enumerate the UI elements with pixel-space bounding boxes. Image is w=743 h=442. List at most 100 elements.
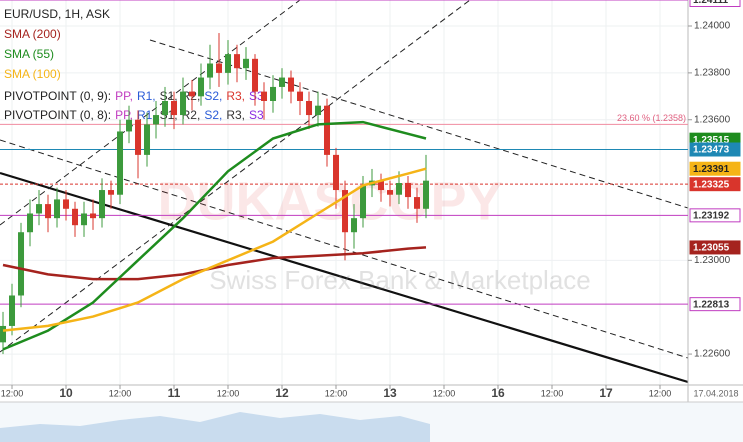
candle-body bbox=[153, 115, 160, 125]
y-tick-label: 1.23000 bbox=[694, 255, 731, 266]
price-badge-label: 1.23055 bbox=[693, 243, 730, 254]
candle-body bbox=[252, 58, 259, 92]
x-tick-label: 13 bbox=[383, 386, 397, 400]
candle-body bbox=[279, 77, 286, 87]
price-badge bbox=[689, 142, 741, 157]
price-badge-label: 1.22813 bbox=[693, 299, 730, 310]
pivot-item: S3 bbox=[249, 89, 264, 103]
legend-entry: SMA (100) bbox=[4, 67, 61, 81]
legend-title: EUR/USD, 1H, ASK bbox=[4, 7, 110, 21]
x-tick-label: 12:00 bbox=[541, 388, 564, 398]
date-label: 17.04.2018 bbox=[693, 388, 738, 398]
watermark-tagline: Swiss Forex Bank & Marketplace bbox=[209, 265, 590, 295]
candle-body bbox=[261, 91, 268, 101]
candle-body bbox=[207, 63, 214, 78]
candle-body bbox=[171, 100, 178, 116]
x-tick-label: 12:00 bbox=[649, 388, 672, 398]
candle-body bbox=[360, 185, 367, 219]
candle-body bbox=[81, 213, 88, 226]
candle-body bbox=[63, 199, 70, 209]
pivot-label: PIVOTPOINT (0, 9): bbox=[4, 89, 111, 103]
candle-body bbox=[135, 119, 142, 155]
x-tick-label: 12:00 bbox=[109, 388, 132, 398]
candle-body bbox=[27, 213, 34, 233]
candle-body bbox=[54, 199, 61, 219]
y-tick-label: 1.23800 bbox=[694, 68, 731, 79]
legend: EUR/USD, 1H, ASK SMA (200) SMA (55) SMA (1… bbox=[4, 7, 264, 122]
price-badge bbox=[689, 161, 741, 176]
candle-body bbox=[126, 119, 133, 132]
candle-body bbox=[423, 180, 430, 209]
pivot-item: S2, bbox=[204, 89, 222, 103]
candle-body bbox=[198, 77, 205, 97]
pivot-item: S2, bbox=[204, 108, 222, 122]
candle-body bbox=[234, 54, 241, 69]
pivot-legend: PIVOTPOINT (0, 8): PP, R1, S1, R2, S2, R3, S3 bbox=[4, 108, 264, 122]
x-tick-label: 12:00 bbox=[433, 388, 456, 398]
legend-entry: SMA (55) bbox=[4, 47, 54, 61]
candle-body bbox=[270, 86, 277, 101]
price-badge-label: 1.23473 bbox=[693, 145, 730, 156]
plot-area bbox=[0, 0, 688, 385]
y-tick-label: 1.24000 bbox=[694, 21, 731, 32]
candle-body bbox=[324, 105, 331, 155]
candle-body bbox=[378, 180, 385, 191]
price-badge bbox=[689, 177, 741, 192]
candle-body bbox=[90, 213, 97, 219]
candle-body bbox=[45, 204, 52, 219]
candle-body bbox=[108, 190, 115, 195]
sma-line bbox=[2, 120, 427, 351]
candle-body bbox=[414, 197, 421, 209]
x-tick-label: 16 bbox=[491, 386, 505, 400]
watermark-brand: DUKASCOPY bbox=[157, 171, 502, 231]
candle-body bbox=[18, 232, 25, 296]
candle-body bbox=[9, 295, 16, 326]
candle-body bbox=[288, 77, 295, 92]
candle-body bbox=[387, 190, 394, 195]
y-tick-label: 1.22600 bbox=[694, 349, 731, 360]
pivot-item: R1, bbox=[137, 108, 156, 122]
candle-body bbox=[297, 91, 304, 101]
pivot-item: S3 bbox=[249, 108, 264, 122]
candle-body bbox=[315, 105, 322, 116]
pivot-item: R1, bbox=[137, 89, 156, 103]
price-badge-label: 1.23325 bbox=[693, 179, 730, 190]
candle-body bbox=[351, 218, 358, 233]
price-badge bbox=[689, 297, 741, 312]
legend-entry: SMA (200) bbox=[4, 27, 61, 41]
candle-body bbox=[306, 100, 313, 116]
pivot-item: PP, bbox=[115, 108, 133, 122]
sma-line bbox=[2, 246, 427, 281]
x-tick-label: 10 bbox=[59, 386, 73, 400]
x-tick-label: 12:00 bbox=[217, 388, 240, 398]
fib-label: 23.60 % (1.2358) bbox=[617, 113, 686, 123]
candle-body bbox=[243, 58, 250, 69]
candle-body bbox=[162, 100, 169, 116]
channel-line bbox=[0, 0, 301, 226]
candle-body bbox=[180, 91, 187, 116]
pivot-item: PP, bbox=[115, 89, 133, 103]
x-tick-label: 11 bbox=[168, 386, 181, 400]
price-badge-label: 1.23391 bbox=[693, 164, 730, 175]
price-badge bbox=[689, 0, 741, 7]
candle-body bbox=[333, 154, 340, 191]
candle-body bbox=[396, 183, 403, 195]
price-badge-label: 1.23515 bbox=[693, 135, 730, 146]
price-badge bbox=[689, 240, 741, 255]
pivot-item: S1, bbox=[160, 89, 178, 103]
pivot-label: PIVOTPOINT (0, 8): bbox=[4, 108, 111, 122]
candle-body bbox=[342, 190, 349, 233]
x-tick-label: 12 bbox=[275, 386, 289, 400]
candle-body bbox=[216, 63, 223, 73]
trend-line bbox=[0, 171, 689, 384]
price-badge-label: 1.23192 bbox=[693, 210, 730, 221]
price-badge-label: 1.24111 bbox=[693, 0, 728, 6]
candle-body bbox=[405, 183, 412, 198]
pivot-item: R3, bbox=[226, 108, 245, 122]
navigator-area bbox=[0, 412, 430, 442]
channel-line bbox=[0, 139, 689, 359]
pivot-legend: PIVOTPOINT (0, 9):PP,R1,S1,R2,S2,R3,S3 bbox=[4, 89, 264, 103]
price-badge bbox=[689, 208, 741, 223]
candle-body bbox=[36, 204, 43, 214]
